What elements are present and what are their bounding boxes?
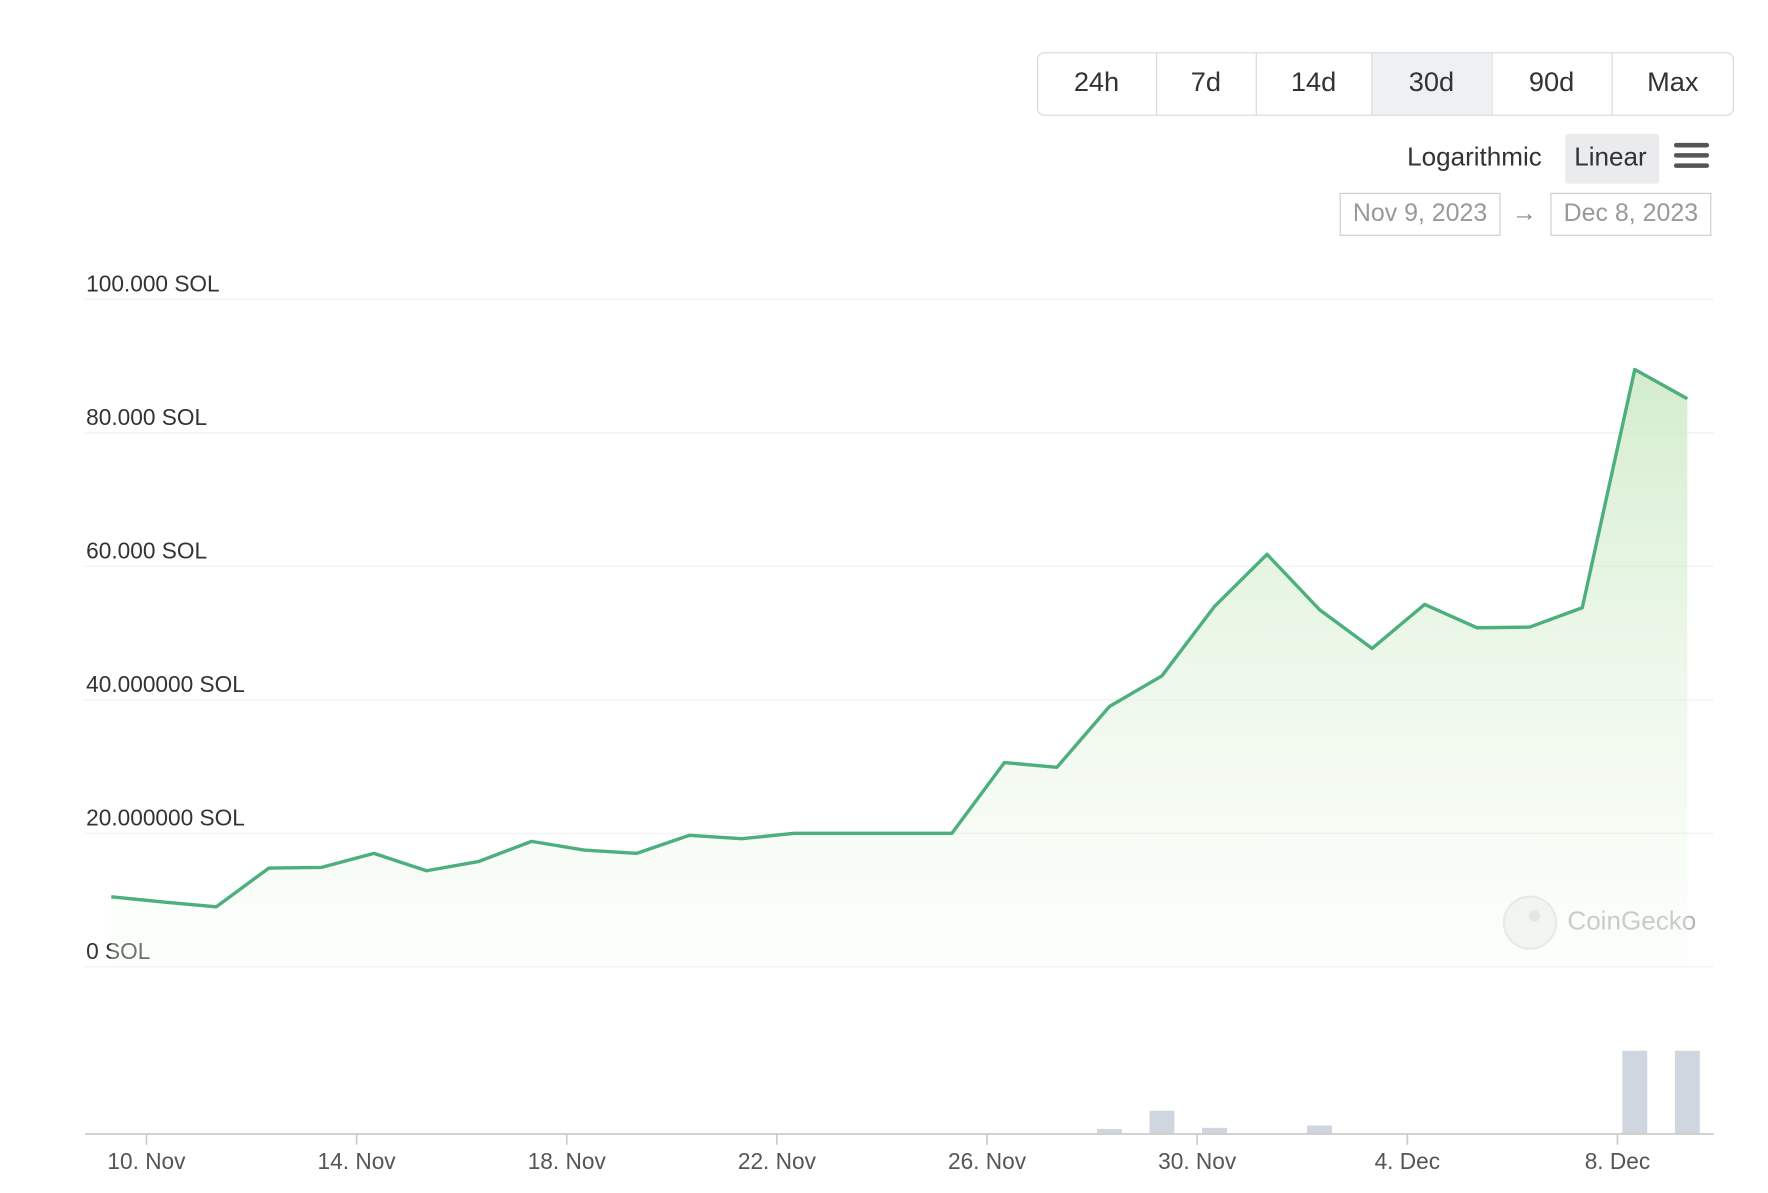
range-button[interactable]: 30d bbox=[1409, 66, 1454, 97]
x-tick-label: 10. Nov bbox=[107, 1148, 186, 1174]
range-active-bg bbox=[1371, 53, 1491, 115]
range-button[interactable]: 14d bbox=[1291, 66, 1336, 97]
x-tick-label: 14. Nov bbox=[318, 1148, 397, 1174]
range-button[interactable]: 7d bbox=[1191, 66, 1221, 97]
y-tick-label: 80.000 SOL bbox=[86, 404, 207, 430]
volume-bar bbox=[1674, 1050, 1700, 1134]
volume-bar bbox=[1202, 1127, 1227, 1134]
date-arrow: → bbox=[1512, 199, 1537, 227]
y-tick-label: 100.000 SOL bbox=[86, 271, 220, 297]
range-button[interactable]: 24h bbox=[1074, 66, 1119, 97]
menu-icon-bar[interactable] bbox=[1673, 142, 1710, 148]
y-tick-label: 40.000000 SOL bbox=[86, 671, 245, 697]
volume-bar bbox=[1307, 1125, 1333, 1134]
date-to-box[interactable] bbox=[1550, 192, 1712, 236]
scale-button[interactable]: Linear bbox=[1574, 142, 1647, 172]
menu-icon-bar[interactable] bbox=[1673, 153, 1710, 158]
range-button[interactable]: Max bbox=[1647, 66, 1699, 97]
x-tick-label: 26. Nov bbox=[948, 1148, 1027, 1174]
y-tick-label: 60.000 SOL bbox=[86, 538, 207, 564]
scale-active-bg bbox=[1565, 133, 1660, 184]
date-from-box[interactable] bbox=[1339, 192, 1501, 236]
scale-button[interactable]: Logarithmic bbox=[1407, 142, 1542, 172]
range-button[interactable]: 90d bbox=[1529, 66, 1574, 97]
date-to: Dec 8, 2023 bbox=[1564, 199, 1698, 227]
date-from: Nov 9, 2023 bbox=[1353, 199, 1487, 227]
area bbox=[111, 369, 1688, 967]
volume-bar bbox=[1096, 1128, 1122, 1134]
line bbox=[111, 367, 1689, 909]
x-tick-label: 4. Dec bbox=[1375, 1148, 1440, 1174]
x-tick-label: 8. Dec bbox=[1585, 1148, 1650, 1174]
x-tick-label: 18. Nov bbox=[528, 1148, 607, 1174]
volume-bar bbox=[1149, 1110, 1175, 1134]
volume-bar bbox=[1622, 1050, 1648, 1134]
x-tick-label: 22. Nov bbox=[738, 1148, 817, 1174]
y-tick-label: 20.000000 SOL bbox=[86, 805, 245, 831]
menu-icon-bar[interactable] bbox=[1673, 163, 1710, 168]
x-tick-label: 30. Nov bbox=[1158, 1148, 1237, 1174]
